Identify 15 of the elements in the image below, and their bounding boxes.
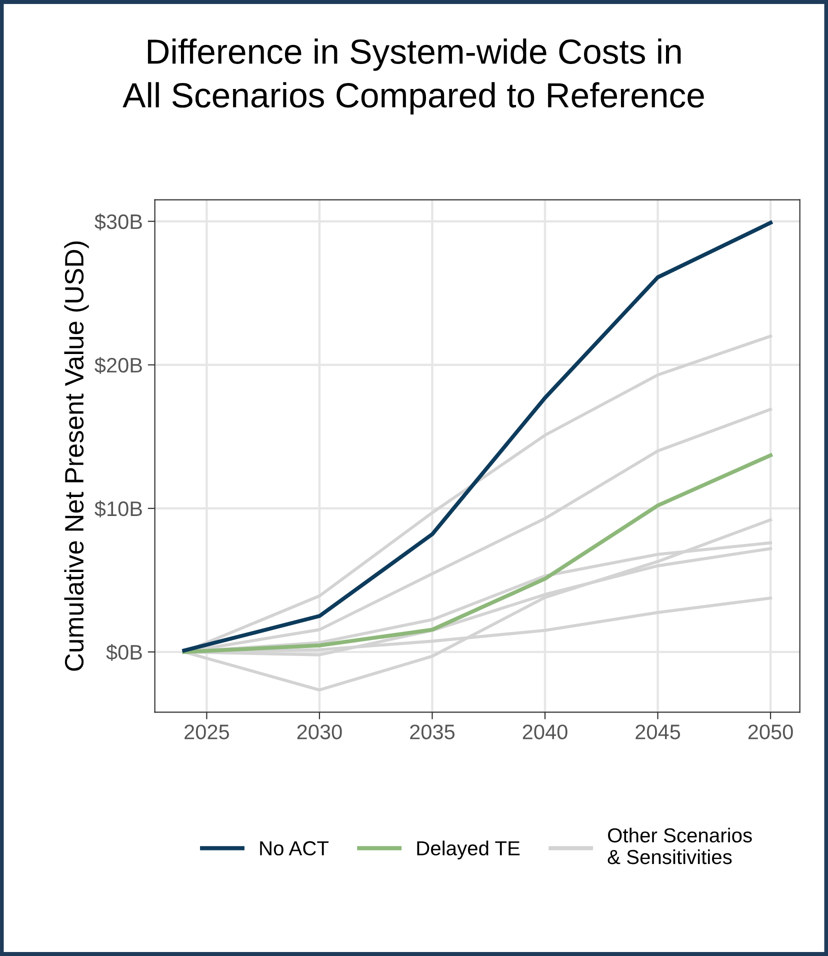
y-tick-label: $10B xyxy=(94,500,142,518)
y-tick-label: $0B xyxy=(106,644,142,661)
y-tick-label: $30B xyxy=(94,213,142,230)
x-tick-label: 2045 xyxy=(636,724,680,740)
x-tick-label: 2035 xyxy=(410,724,455,740)
legend-label: Delayed TE xyxy=(417,840,520,860)
legend-label: Other Scenarios & Sensitivities xyxy=(608,828,752,864)
chart-title: Difference in System-wide Costs in All Scenarios Compared to Reference xyxy=(122,38,704,115)
y-axis-title: Cumulative Net Present Value (USD) xyxy=(64,242,89,671)
x-tick-label: 2050 xyxy=(748,724,793,740)
y-tick-label: $20B xyxy=(94,356,142,374)
x-tick-label: 2025 xyxy=(184,724,230,740)
x-tick-label: 2040 xyxy=(522,724,568,740)
legend-label: No ACT xyxy=(260,841,329,856)
x-tick-label: 2030 xyxy=(297,724,342,740)
